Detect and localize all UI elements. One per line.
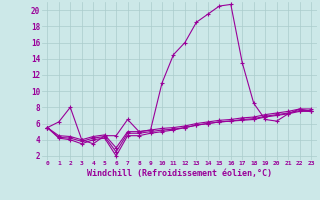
- X-axis label: Windchill (Refroidissement éolien,°C): Windchill (Refroidissement éolien,°C): [87, 169, 272, 178]
